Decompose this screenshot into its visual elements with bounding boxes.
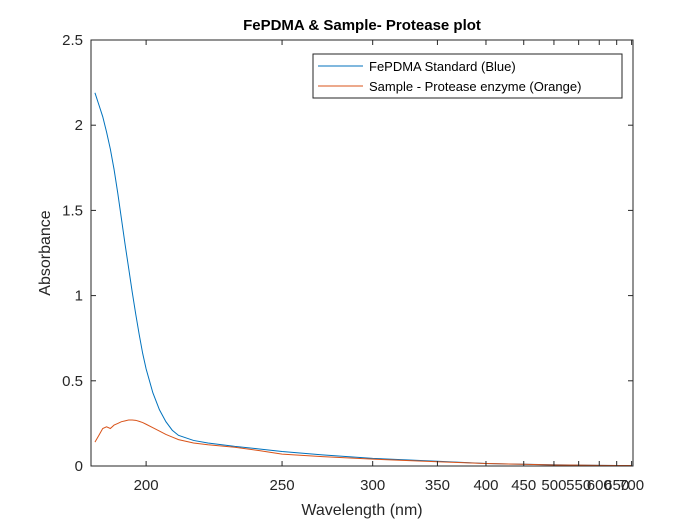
x-tick-label: 500 — [541, 477, 566, 494]
y-tick-label: 1 — [75, 288, 83, 305]
legend-box — [312, 53, 623, 99]
y-axis-label: Absorbance — [37, 210, 54, 295]
y-tick-label: 2 — [75, 117, 83, 134]
x-tick-label: 550 — [566, 477, 591, 494]
x-axis-label: Wavelength (nm) — [301, 502, 422, 519]
legend-entry-1: FePDMA Standard (Blue) — [369, 59, 516, 74]
x-tick-label: 400 — [473, 477, 498, 494]
axes-box — [90, 39, 634, 467]
x-tick-label: 250 — [270, 477, 295, 494]
x-tick-label: 650 — [604, 477, 629, 494]
series-layer — [94, 92, 632, 466]
legend: FePDMA Standard (Blue) Sample - Protease … — [312, 53, 623, 99]
x-tick-label: 450 — [511, 477, 536, 494]
y-tick-label: 1.5 — [62, 202, 83, 219]
y-tick-label: 2.5 — [62, 32, 83, 49]
x-tick-label: 600 — [587, 477, 612, 494]
legend-entry-2: Sample - Protease enzyme (Orange) — [369, 79, 581, 94]
x-tick-label: 300 — [360, 477, 385, 494]
axes-layer — [90, 39, 634, 467]
x-tick-label: 200 — [134, 477, 159, 494]
chart-title: FePDMA & Sample- Protease plot — [243, 17, 481, 34]
plot-area — [91, 40, 633, 466]
x-tick-label: 700 — [619, 477, 644, 494]
series-line-2 — [94, 419, 632, 466]
x-tick-label: 350 — [425, 477, 450, 494]
y-tick-label: 0 — [75, 458, 83, 475]
y-tick-label: 0.5 — [62, 373, 83, 390]
